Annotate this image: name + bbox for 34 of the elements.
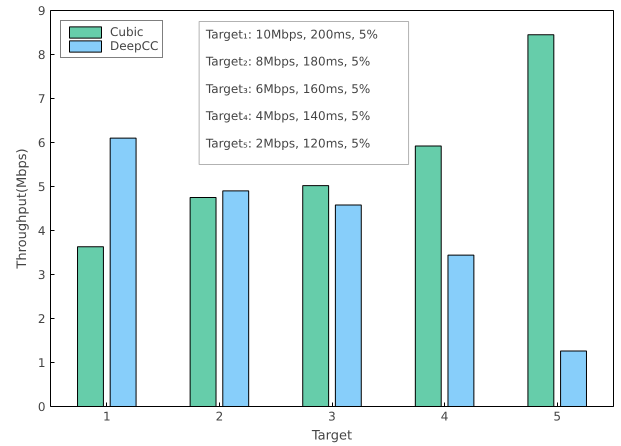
bar bbox=[334, 204, 362, 406]
y-tick-label: 1 bbox=[38, 356, 46, 370]
x-axis-title: Target bbox=[310, 428, 352, 444]
bar bbox=[560, 350, 587, 406]
y-tick-label: 4 bbox=[38, 224, 46, 238]
annotation: Target₃: 6Mbps, 160ms, 5% bbox=[204, 82, 370, 96]
x-tick-label: 1 bbox=[102, 410, 111, 424]
y-axis-title: Throughput(Mbps) bbox=[14, 148, 30, 270]
x-tick-label: 3 bbox=[328, 410, 336, 424]
bar bbox=[222, 190, 250, 406]
bar bbox=[414, 146, 442, 406]
y-tick-label: 8 bbox=[38, 48, 46, 62]
annotation: Target₁: 10Mbps, 200ms, 5% bbox=[204, 27, 378, 42]
annotation: Target₄: 4Mbps, 140ms, 5% bbox=[204, 109, 370, 124]
bar bbox=[110, 138, 137, 406]
annotation: Target₂: 8Mbps, 180ms, 5% bbox=[204, 54, 370, 69]
legend-label: DeepCC bbox=[110, 39, 158, 53]
x-tick-label: 5 bbox=[553, 410, 562, 424]
bar bbox=[190, 197, 217, 406]
legend-label: Cubic bbox=[110, 25, 144, 39]
bar bbox=[302, 185, 330, 406]
y-tick-label: 5 bbox=[38, 180, 46, 194]
annotation: Target₅: 2Mbps, 120ms, 5% bbox=[204, 136, 370, 150]
y-tick-label: 2 bbox=[38, 312, 46, 326]
bar bbox=[77, 246, 104, 406]
y-tick-label: 3 bbox=[38, 268, 46, 282]
y-tick-label: 6 bbox=[38, 136, 46, 150]
y-tick-label: 9 bbox=[38, 4, 46, 18]
bar bbox=[447, 254, 474, 406]
bar bbox=[527, 34, 554, 406]
x-tick-label: 2 bbox=[216, 410, 224, 424]
x-tick-label: 4 bbox=[440, 410, 448, 424]
y-tick-label: 7 bbox=[38, 92, 46, 106]
y-tick-label: 0 bbox=[38, 400, 46, 414]
